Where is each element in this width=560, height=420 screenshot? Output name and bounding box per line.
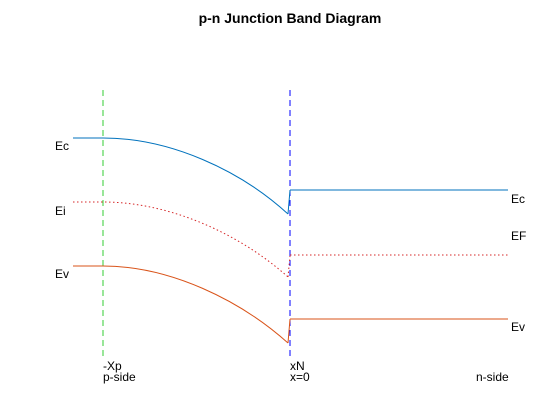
label-n-side: n-side xyxy=(476,370,509,384)
valence-band-step xyxy=(287,318,291,344)
conduction-band-step xyxy=(287,189,291,215)
label-ec-right: Ec xyxy=(511,192,525,206)
diagram-title: p-n Junction Band Diagram xyxy=(199,10,382,26)
conduction-band-curve xyxy=(73,137,289,215)
label-ev-right: Ev xyxy=(511,320,525,334)
label-ec-left: Ec xyxy=(55,139,69,153)
label-minus-xp: -Xp xyxy=(103,359,122,373)
label-xn: xN xyxy=(290,359,305,373)
label-ei-left: Ei xyxy=(55,204,66,218)
valence-band-curve xyxy=(73,265,289,344)
label-p-side: p-side xyxy=(103,370,136,384)
label-ev-left: Ev xyxy=(55,267,69,281)
label-x-zero: x=0 xyxy=(290,370,310,384)
label-ef-right: EF xyxy=(511,229,526,243)
